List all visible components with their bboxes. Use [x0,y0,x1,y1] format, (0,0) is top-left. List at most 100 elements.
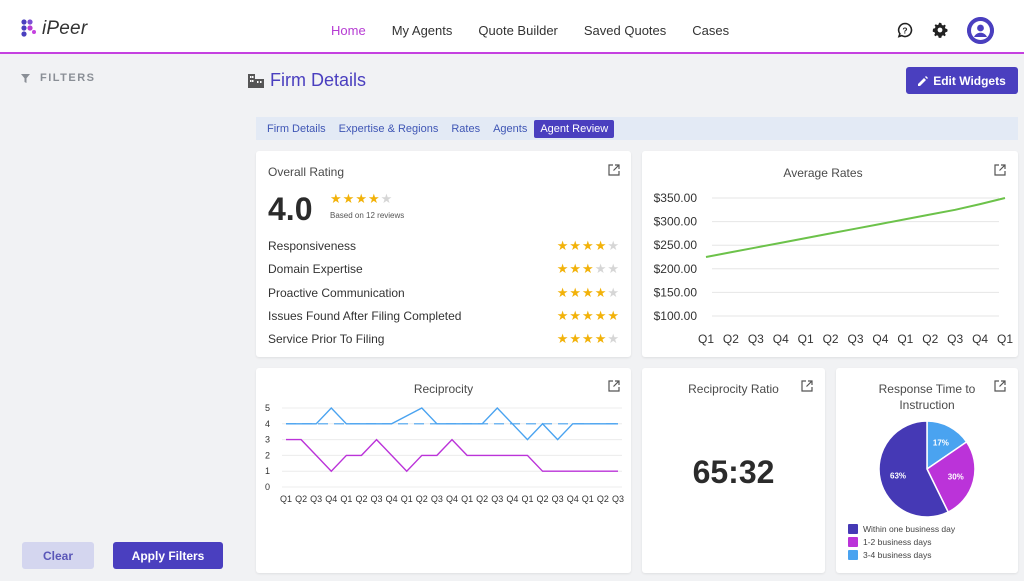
x-tick-label: Q4 [972,332,988,346]
x-tick-label: Q4 [386,494,398,504]
user-avatar-icon[interactable] [967,17,994,44]
legend-item: 1-2 business days [848,537,932,547]
x-tick-label: Q1 [401,494,413,504]
x-tick-label: Q3 [748,332,764,346]
criteria-row: Service Prior To Filing ★ ★ ★ ★ ★ [268,332,620,346]
nav-item-cases[interactable]: Cases [692,23,730,38]
criteria-label: Responsiveness [268,239,357,253]
criteria-label: Domain Expertise [268,262,363,277]
star-filled-icon: ★ [582,261,594,277]
x-tick-label: Q2 [597,494,609,504]
legend-swatch [848,550,858,560]
response-time-title: Response Time to Instruction [878,382,976,412]
star-filled-icon: ★ [569,238,582,253]
x-tick-label: Q3 [310,494,322,504]
overall-rating-title: Overall Rating [268,165,345,179]
tab-agents[interactable]: Agents [493,122,528,135]
reciprocity-card: Reciprocity 0 1 2 3 4 5 Q1 Q2 Q3 Q4 Q1 Q2 Q3 Q4 Q1 Q2 Q3… [256,368,631,573]
pencil-icon [918,75,929,86]
x-tick-label: Q2 [416,494,428,504]
x-tick-label: Q2 [723,332,739,346]
reciprocity-ratio-card: Reciprocity Ratio 65:32 [642,368,825,573]
star-empty-icon: ★ [607,331,619,347]
y-tick-label: $300.00 [654,215,698,229]
x-tick-label: Q4 [325,494,337,504]
pie-slice [878,420,950,518]
criteria-stars: ★ ★ ★ ★ ★ [557,331,620,347]
legend-label: 3-4 business days [863,550,932,560]
brand-logo[interactable]: iPeer [20,18,87,40]
x-tick-label: Q4 [872,332,888,346]
y-tick-label: $100.00 [654,309,698,323]
brand-name: iPeer [42,18,88,39]
overall-rating-card: Overall Rating 4.0 ★ ★ ★ ★ ★ Based on 12 rev… [256,151,631,357]
average-rates-card: Average Rates $100.00 $150.00 $200.00 $250.… [642,151,1018,357]
star-filled-icon: ★ [569,331,582,347]
tab-expertise-regions[interactable]: Expertise & Regions [338,122,439,135]
x-tick-label: Q1 [897,332,913,346]
y-tick-label: $250.00 [654,238,698,252]
nav-item-saved-quotes[interactable]: Saved Quotes [583,23,667,38]
page-title-text: Firm Details [270,70,367,90]
nav-item-quote-builder[interactable]: Quote Builder [478,23,558,38]
tab-firm-details[interactable]: Firm Details [267,122,326,135]
y-tick-label: 5 [265,403,270,413]
x-tick-label: Q1 [461,494,473,504]
pie-slice-label: 17% [933,439,949,448]
star-filled-icon: ★ [342,191,355,206]
criteria-label: Issues Found After Filing Completed [268,308,462,323]
criteria-row: Domain Expertise ★ ★ ★ ★ ★ [268,262,620,276]
legend-label: Within one business day [863,524,956,534]
x-tick-label: Q4 [506,494,518,504]
reciprocity-ratio-title: Reciprocity Ratio [688,382,779,396]
star-filled-icon: ★ [367,191,380,206]
open-external-icon[interactable] [994,164,1006,176]
star-filled-icon: ★ [556,284,569,300]
star-filled-icon: ★ [582,284,594,300]
firm-tabs: Firm Details Expertise & Regions Rates A… [256,117,1018,140]
y-tick-label: 0 [265,482,270,492]
tab-agent-review[interactable]: Agent Review [534,119,615,138]
x-tick-label: Q3 [431,494,443,504]
open-external-icon[interactable] [994,380,1006,392]
x-tick-label: Q3 [371,494,383,504]
edit-widgets-button[interactable]: Edit Widgets [906,67,1018,94]
x-tick-label: Q2 [476,494,488,504]
criteria-stars: ★ ★ ★ ★ ★ [557,307,620,323]
x-tick-label: Q3 [847,332,863,346]
filter-icon [21,73,30,83]
pie-slice-label: 63% [890,472,906,481]
x-tick-label: Q1 [582,494,594,504]
x-tick-label: Q1 [340,494,352,504]
y-tick-label: 3 [265,435,270,445]
star-filled-icon: ★ [582,238,594,253]
star-filled-icon: ★ [569,261,582,277]
pie-slice [926,420,968,471]
open-external-icon[interactable] [608,164,620,176]
x-tick-label: Q2 [922,332,938,346]
y-tick-label: 1 [265,466,270,476]
response-time-card: Response Time to Instruction 17% 30% 63% W… [836,368,1018,573]
tab-rates[interactable]: Rates [451,122,481,135]
legend-swatch [848,524,858,534]
nav-item-home[interactable]: Home [331,23,366,38]
y-tick-label: 4 [265,419,270,429]
gear-icon[interactable] [932,22,948,38]
open-external-icon[interactable] [801,380,813,392]
reciprocity-ratio-value: 65:32 [692,454,775,490]
star-filled-icon: ★ [582,331,594,347]
x-tick-label: Q2 [537,494,549,504]
filters-header[interactable]: FILTERS [21,72,96,84]
star-filled-icon: ★ [594,307,607,323]
help-icon[interactable]: ? [897,22,913,38]
edit-widgets-label: Edit Widgets [933,73,1006,88]
reciprocity-series-line-3 [286,438,618,473]
x-tick-label: Q4 [567,494,579,504]
x-tick-label: Q1 [698,332,714,346]
star-filled-icon: ★ [556,238,569,253]
clear-button[interactable]: Clear [22,542,94,569]
apply-filters-button[interactable]: Apply Filters [113,542,223,569]
criteria-row: Proactive Communication ★ ★ ★ ★ ★ [268,286,620,300]
open-external-icon[interactable] [608,380,620,392]
nav-item-my-agents[interactable]: My Agents [391,23,453,38]
